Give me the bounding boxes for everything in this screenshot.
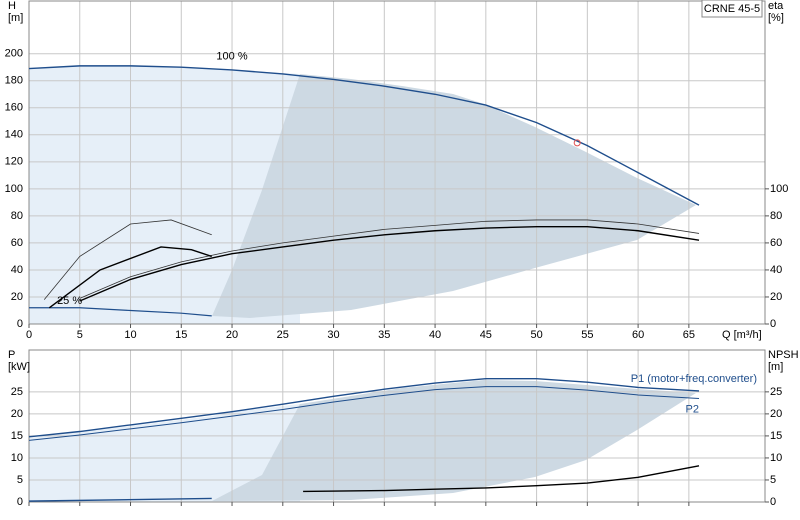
x-tick-label: 60 (632, 329, 644, 341)
plot-frame (28, 0, 766, 325)
y-tick-label: 25 (11, 386, 23, 398)
range-dark-2 (212, 380, 696, 501)
line-series (79, 219, 700, 299)
y2-tick-label: 20 (770, 408, 782, 420)
x-tick-label: 65 (683, 329, 695, 341)
x-tick-label: 0 (26, 329, 32, 341)
y-axis-label: H (8, 0, 16, 12)
x-tick-label: 50 (530, 329, 542, 341)
line-series (28, 497, 212, 502)
y-tick-label: 160 (5, 102, 23, 114)
annotation: 25 % (57, 295, 82, 307)
y-tick-label: 10 (11, 452, 23, 464)
line-series (43, 219, 212, 300)
y-axis-label: [kW] (8, 361, 30, 373)
line-series (28, 377, 700, 438)
y2-axis-label: eta (768, 0, 784, 12)
y2-tick-label: 10 (770, 452, 782, 464)
series-label: P1 (motor+freq.converter) (631, 373, 757, 385)
y-tick-label: 80 (11, 210, 23, 222)
y2-tick-label: 0 (770, 318, 776, 330)
line-series (28, 386, 700, 441)
line-series (28, 65, 700, 206)
duty-point (573, 139, 581, 147)
y2-tick-label: 20 (770, 291, 782, 303)
x-tick-label: 45 (480, 329, 492, 341)
y-tick-label: 20 (11, 408, 23, 420)
y2-tick-label: 25 (770, 386, 782, 398)
y-tick-label: 0 (17, 318, 23, 330)
plot-frame (28, 349, 766, 503)
x-axis-label: Q [m³/h] (722, 329, 762, 341)
y-tick-label: 0 (17, 496, 23, 508)
y2-tick-label: 5 (770, 474, 776, 486)
line-series (29, 307, 212, 317)
x-tick-label: 30 (327, 329, 339, 341)
y2-tick-label: 0 (770, 496, 776, 508)
y-tick-label: 140 (5, 129, 23, 141)
x-tick-label: 40 (429, 329, 441, 341)
x-tick-label: 20 (226, 329, 238, 341)
x-tick-label: 35 (378, 329, 390, 341)
y2-tick-label: 80 (770, 210, 782, 222)
y2-axis-label: [m] (768, 361, 783, 373)
y2-tick-label: 100 (770, 183, 788, 195)
y2-tick-label: 60 (770, 237, 782, 249)
y-tick-label: 100 (5, 183, 23, 195)
y-axis-label: P (8, 349, 15, 361)
chart-title: CRNE 45-5 (704, 3, 760, 15)
x-tick-label: 10 (124, 329, 136, 341)
y2-tick-label: 15 (770, 430, 782, 442)
y-tick-label: 180 (5, 75, 23, 87)
y-tick-label: 200 (5, 48, 23, 60)
y-tick-label: 15 (11, 430, 23, 442)
y-tick-label: 60 (11, 237, 23, 249)
x-tick-label: 25 (277, 329, 289, 341)
y-tick-label: 120 (5, 156, 23, 168)
line-series (48, 246, 212, 309)
series-label: P2 (686, 403, 699, 415)
title-box (701, 0, 763, 18)
annotation: 100 % (216, 50, 247, 62)
y2-axis-label: NPSH (768, 349, 799, 361)
y-axis-label: [m] (8, 12, 23, 24)
x-tick-label: 15 (175, 329, 187, 341)
x-tick-label: 55 (581, 329, 593, 341)
x-tick-label: 5 (77, 329, 83, 341)
line-series (303, 465, 700, 493)
y2-tick-label: 40 (770, 264, 782, 276)
y-tick-label: 40 (11, 264, 23, 276)
line-series (79, 225, 700, 302)
y2-axis-label: [%] (768, 12, 784, 24)
y-tick-label: 5 (17, 474, 23, 486)
y-tick-label: 20 (11, 291, 23, 303)
